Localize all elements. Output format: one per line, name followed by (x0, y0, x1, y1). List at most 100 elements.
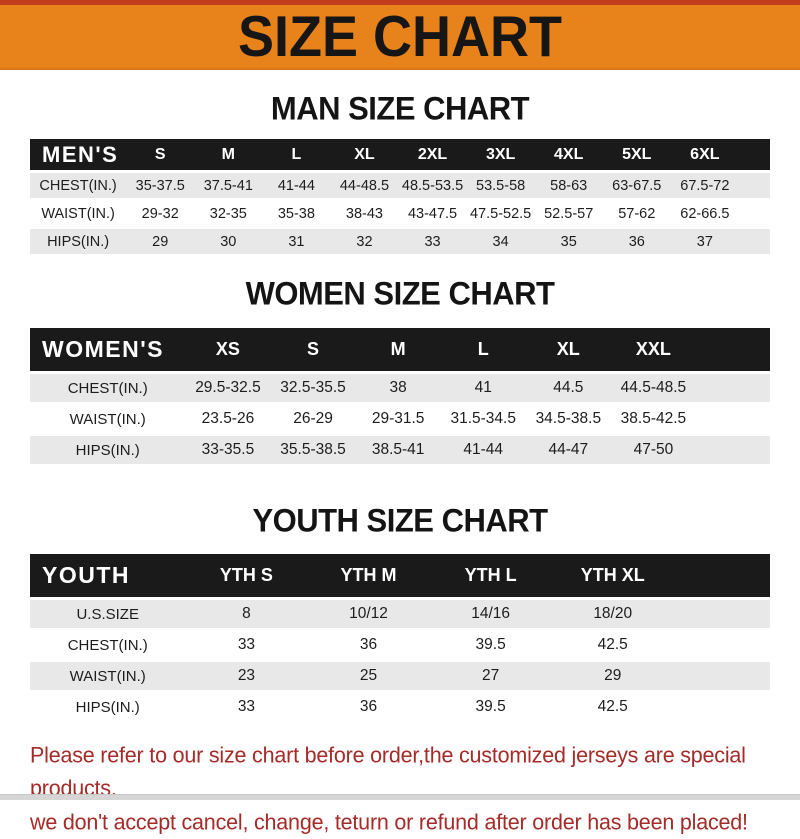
size-cell: 27 (429, 662, 552, 690)
men-hips-row: HIPS(IN.) 29 30 31 32 33 34 35 36 37 (30, 229, 770, 254)
youth-table-label: YOUTH (30, 554, 186, 597)
size-cell: 23.5-26 (185, 405, 271, 433)
row-label: HIPS(IN.) (30, 229, 127, 254)
size-cell: 43-47.5 (398, 201, 467, 226)
disclaimer-line-2: we don't accept cancel, change, teturn o… (30, 809, 748, 835)
size-cell: 41-44 (440, 436, 526, 464)
youth-header-row: YOUTH YTH S YTH M YTH L YTH XL (30, 554, 770, 597)
size-cell: 8 (185, 600, 308, 628)
size-column-header: L (262, 139, 331, 170)
filler-header (673, 554, 770, 597)
size-cell: 36 (307, 631, 430, 659)
size-cell: 39.5 (429, 693, 552, 721)
women-section-heading: WOMEN SIZE CHART (245, 275, 555, 312)
size-cell: 38-43 (330, 201, 399, 226)
size-cell: 32 (330, 229, 399, 254)
size-column-header: XXL (610, 328, 696, 371)
size-column-header: 2XL (398, 139, 467, 170)
size-cell: 35-38 (262, 201, 331, 226)
size-cell: 33 (185, 631, 308, 659)
size-cell: 48.5-53.5 (398, 173, 467, 198)
size-cell: 58-63 (534, 173, 603, 198)
disclaimer-note: Please refer to our size chart before or… (30, 739, 772, 839)
row-label: CHEST(IN.) (30, 631, 186, 659)
men-section-heading: MAN SIZE CHART (270, 90, 530, 127)
men-table-label: MEN'S (30, 139, 127, 170)
filler-cell (673, 662, 770, 690)
size-cell: 33 (185, 693, 308, 721)
size-cell: 31 (262, 229, 331, 254)
size-cell: 37.5-41 (194, 173, 263, 198)
women-size-table: WOMEN'S XS S M L XL XXL CHEST(IN.) 29.5-… (30, 325, 770, 467)
size-cell: 32-35 (194, 201, 263, 226)
size-cell: 63-67.5 (602, 173, 671, 198)
filler-cell (738, 201, 770, 226)
filler-cell (738, 229, 770, 254)
size-column-header: M (194, 139, 263, 170)
women-hips-row: HIPS(IN.) 33-35.5 35.5-38.5 38.5-41 41-4… (30, 436, 770, 464)
row-label: CHEST(IN.) (30, 173, 127, 198)
size-cell: 29.5-32.5 (185, 374, 271, 402)
size-cell: 44.5 (525, 374, 611, 402)
size-cell: 37 (670, 229, 739, 254)
filler-cell (673, 631, 770, 659)
size-cell: 36 (307, 693, 430, 721)
size-cell: 42.5 (551, 693, 674, 721)
size-cell: 29-32 (126, 201, 195, 226)
size-chart-banner: SIZE CHART (0, 5, 800, 70)
youth-section-heading: YOUTH SIZE CHART (252, 502, 548, 539)
row-label: HIPS(IN.) (30, 693, 186, 721)
women-waist-row: WAIST(IN.) 23.5-26 26-29 29-31.5 31.5-34… (30, 405, 770, 433)
size-cell: 44-48.5 (330, 173, 399, 198)
size-cell: 23 (185, 662, 308, 690)
size-cell: 57-62 (602, 201, 671, 226)
filler-cell (695, 405, 770, 433)
women-table-label: WOMEN'S (30, 328, 186, 371)
row-label: WAIST(IN.) (30, 662, 186, 690)
size-cell: 41-44 (262, 173, 331, 198)
filler-cell (695, 374, 770, 402)
size-column-header: S (270, 328, 356, 371)
youth-hips-row: HIPS(IN.) 33 36 39.5 42.5 (30, 693, 770, 721)
row-label: CHEST(IN.) (30, 374, 186, 402)
size-cell: 36 (602, 229, 671, 254)
men-waist-row: WAIST(IN.) 29-32 32-35 35-38 38-43 43-47… (30, 201, 770, 226)
bottom-strip (0, 794, 800, 800)
size-cell: 38.5-41 (355, 436, 441, 464)
size-cell: 38.5-42.5 (610, 405, 696, 433)
size-cell: 38 (355, 374, 441, 402)
size-cell: 42.5 (551, 631, 674, 659)
size-cell: 33-35.5 (185, 436, 271, 464)
size-column-header: L (440, 328, 526, 371)
filler-cell (673, 693, 770, 721)
filler-header (695, 328, 770, 371)
row-label: HIPS(IN.) (30, 436, 186, 464)
size-column-header: XL (525, 328, 611, 371)
size-cell: 67.5-72 (670, 173, 739, 198)
row-label: WAIST(IN.) (30, 201, 127, 226)
size-cell: 29-31.5 (355, 405, 441, 433)
filler-cell (738, 173, 770, 198)
size-cell: 29 (126, 229, 195, 254)
size-cell: 53.5-58 (466, 173, 535, 198)
size-cell: 62-66.5 (670, 201, 739, 226)
size-cell: 26-29 (270, 405, 356, 433)
size-column-header: M (355, 328, 441, 371)
size-column-header: XS (185, 328, 271, 371)
size-cell: 33 (398, 229, 467, 254)
men-size-table: MEN'S S M L XL 2XL 3XL 4XL 5XL 6XL CHEST… (30, 136, 770, 257)
banner-top-strip (0, 0, 800, 5)
size-cell: 34.5-38.5 (525, 405, 611, 433)
size-cell: 35 (534, 229, 603, 254)
size-cell: 32.5-35.5 (270, 374, 356, 402)
youth-size-table: YOUTH YTH S YTH M YTH L YTH XL U.S.SIZE … (30, 551, 770, 724)
size-cell: 31.5-34.5 (440, 405, 526, 433)
women-chest-row: CHEST(IN.) 29.5-32.5 32.5-35.5 38 41 44.… (30, 374, 770, 402)
size-cell: 47.5-52.5 (466, 201, 535, 226)
size-cell: 25 (307, 662, 430, 690)
size-column-header: YTH XL (551, 554, 674, 597)
women-header-row: WOMEN'S XS S M L XL XXL (30, 328, 770, 371)
size-column-header: S (126, 139, 195, 170)
size-cell: 35-37.5 (126, 173, 195, 198)
size-cell: 18/20 (551, 600, 674, 628)
